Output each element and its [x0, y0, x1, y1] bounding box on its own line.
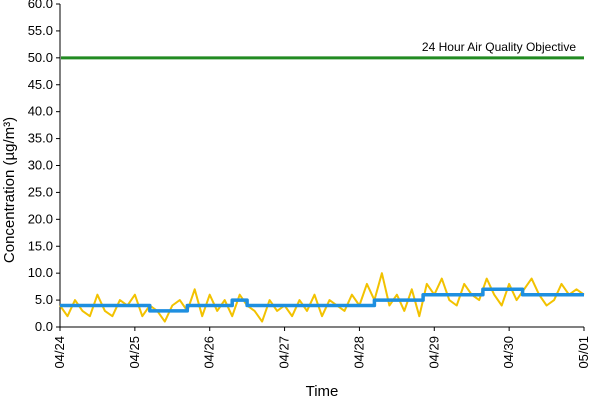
series-layer — [59, 272, 585, 323]
x-tick-label: 04/25 — [127, 336, 142, 369]
y-axis-title: Concentration (µg/m³) — [1, 117, 18, 263]
y-axis-ticks: 0.0 5.0 10.0 15.0 20.0 25.0 30.0 35.0 40.0 45.0 50… — [28, 0, 60, 334]
y-tick-label: 10.0 — [28, 265, 53, 280]
series-hourly-line — [59, 272, 585, 323]
series-rolling-24h-line — [60, 287, 584, 313]
x-tick-label: 04/30 — [501, 336, 516, 369]
y-tick-label: 40.0 — [28, 104, 53, 119]
y-tick-label: 0.0 — [35, 319, 53, 334]
x-axis-title: Time — [306, 383, 339, 400]
y-tick-label: 60.0 — [28, 0, 53, 11]
y-tick-label: 35.0 — [28, 131, 53, 146]
y-tick-label: 45.0 — [28, 77, 53, 92]
x-tick-label: 05/01 — [576, 336, 591, 369]
x-tick-label: 04/24 — [52, 336, 67, 369]
y-tick-label: 25.0 — [28, 184, 53, 199]
x-tick-label: 04/28 — [351, 336, 366, 369]
y-tick-label: 50.0 — [28, 50, 53, 65]
y-tick-label: 20.0 — [28, 211, 53, 226]
y-tick-label: 15.0 — [28, 238, 53, 253]
objective-label: 24 Hour Air Quality Objective — [422, 40, 576, 54]
x-tick-label: 04/26 — [202, 336, 217, 369]
y-tick-label: 55.0 — [28, 23, 53, 38]
y-tick-label: 30.0 — [28, 158, 53, 173]
x-tick-label: 04/27 — [277, 336, 292, 369]
x-tick-label: 04/29 — [426, 336, 441, 369]
y-tick-label: 5.0 — [35, 292, 53, 307]
x-axis-ticks: 04/24 04/25 04/26 04/27 04/28 04/29 04/30 05/01 — [52, 327, 591, 369]
